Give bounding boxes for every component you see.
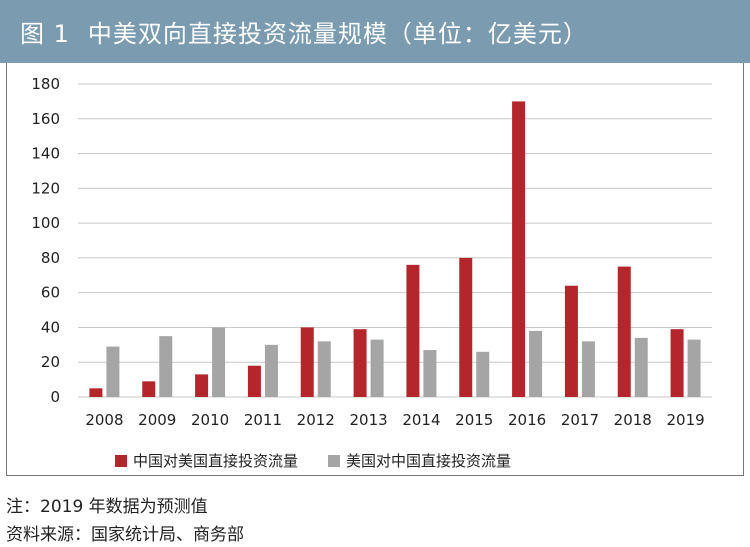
bar-us-to-china [159, 336, 173, 397]
y-tick-label: 160 [31, 110, 60, 128]
bar-china-to-us [459, 257, 473, 397]
bar-us-to-china [634, 337, 648, 397]
x-tick-label: 2013 [349, 411, 387, 429]
x-tick-label: 2018 [614, 411, 652, 429]
x-tick-label: 2009 [138, 411, 176, 429]
x-tick-label: 2015 [455, 411, 493, 429]
bar-us-to-china [581, 341, 595, 397]
x-tick-label: 2017 [561, 411, 599, 429]
bar-china-to-us [142, 381, 156, 397]
y-tick-label: 120 [31, 179, 60, 197]
bar-china-to-us [406, 264, 420, 397]
x-tick-label: 2011 [244, 411, 282, 429]
bar-china-to-us [89, 388, 103, 397]
bar-china-to-us [195, 374, 209, 397]
chart-frame [6, 63, 744, 476]
bar-us-to-china [476, 351, 490, 397]
bar-china-to-us [300, 327, 314, 397]
legend-item-china-to-us: 中国对美国直接投资流量 [115, 450, 298, 471]
bar-us-to-china [687, 339, 701, 397]
legend-swatch-china-to-us [115, 454, 127, 467]
bar-us-to-china [317, 341, 331, 397]
y-tick-label: 60 [41, 284, 60, 302]
bar-china-to-us [670, 329, 684, 397]
x-tick-label: 2016 [508, 411, 546, 429]
bar-us-to-china [212, 327, 226, 397]
legend-label-us-to-china: 美国对中国直接投资流量 [346, 452, 512, 470]
bar-china-to-us [353, 329, 367, 397]
y-tick-label: 180 [31, 75, 60, 93]
chart-legend: 中国对美国直接投资流量 美国对中国直接投资流量 [115, 450, 511, 471]
legend-swatch-us-to-china [328, 454, 341, 467]
bar-us-to-china [106, 346, 120, 397]
legend-item-us-to-china: 美国对中国直接投资流量 [328, 450, 511, 471]
y-tick-label: 40 [41, 318, 60, 336]
bar-china-to-us [247, 365, 261, 397]
bar-us-to-china [529, 330, 543, 397]
bar-us-to-china [423, 350, 437, 397]
chart-header: 图 1 中美双向直接投资流量规模（单位：亿美元） [0, 0, 750, 63]
bar-china-to-us [617, 266, 631, 397]
x-tick-label: 2019 [666, 411, 704, 429]
y-tick-label: 80 [41, 249, 60, 267]
bar-us-to-china [264, 344, 278, 397]
x-tick-label: 2010 [191, 411, 229, 429]
chart-title: 中美双向直接投资流量规模（单位：亿美元） [87, 20, 588, 48]
y-tick-label: 140 [31, 145, 60, 163]
source-note: 资料来源：国家统计局、商务部 [6, 525, 244, 545]
legend-label-china-to-us: 中国对美国直接投资流量 [133, 452, 299, 470]
bar-us-to-china [370, 339, 384, 397]
y-tick-label: 100 [31, 214, 60, 232]
bar-china-to-us [512, 101, 526, 397]
x-tick-label: 2008 [85, 411, 123, 429]
x-tick-label: 2012 [297, 411, 335, 429]
y-tick-label: 0 [50, 388, 60, 406]
bar-china-to-us [564, 285, 578, 397]
forecast-note: 注：2019 年数据为预测值 [6, 497, 208, 517]
y-tick-label: 20 [41, 353, 60, 371]
figure-label: 图 1 [20, 20, 70, 48]
x-tick-label: 2014 [402, 411, 440, 429]
bar-chart: 0 20 40 60 80 100 120 140 160 180 2008 2009 2010 2011… [31, 75, 712, 429]
